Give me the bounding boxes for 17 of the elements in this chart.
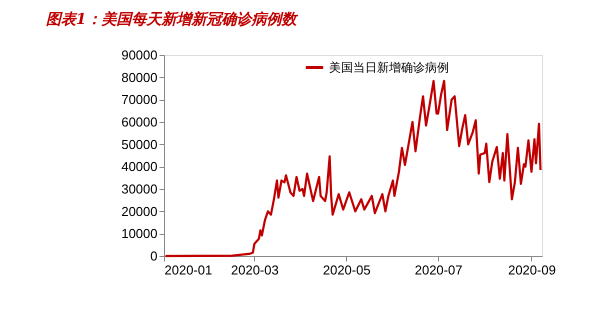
y-tick-label: 30000 (121, 182, 158, 196)
legend-label: 美国当日新增确诊病例 (329, 60, 449, 74)
y-tick-label: 10000 (121, 226, 158, 242)
y-tick-label: 60000 (121, 114, 158, 130)
y-tick-label: 80000 (121, 70, 158, 85)
y-tick-label: 90000 (121, 48, 158, 62)
y-tick-label: 40000 (121, 159, 158, 174)
y-tick-label: 70000 (121, 92, 158, 108)
x-tick-label: 2020-01 (164, 262, 212, 278)
chart-title: 图表1：美国每天新增新冠确诊病例数 (46, 10, 298, 28)
x-tick-label: 2020-09 (508, 262, 556, 278)
y-tick-label: 0 (150, 248, 158, 264)
y-tick-label: 50000 (121, 136, 158, 152)
x-tick-label: 2020-05 (322, 262, 371, 278)
x-tick-label: 2020-03 (231, 262, 279, 278)
x-tick-label: 2020-07 (414, 262, 462, 278)
y-tick-label: 20000 (121, 204, 158, 219)
